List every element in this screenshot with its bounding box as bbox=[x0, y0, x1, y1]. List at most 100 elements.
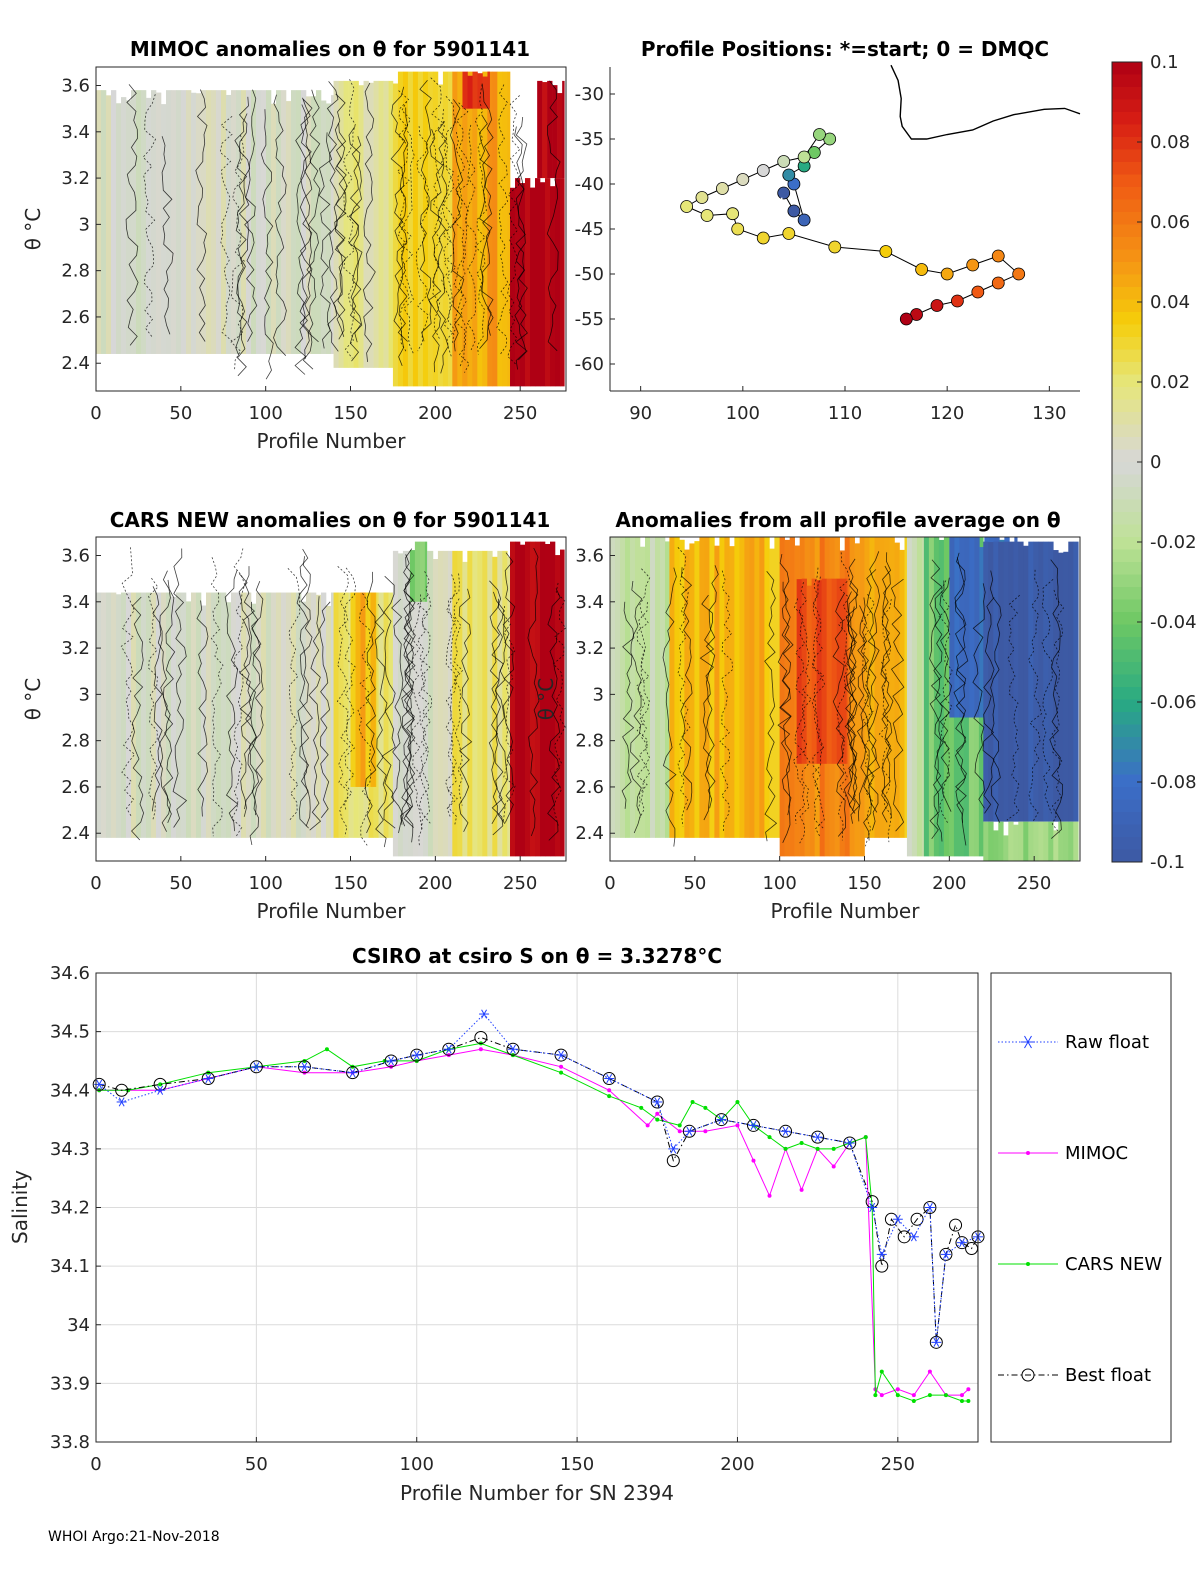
mimoc-cell bbox=[507, 71, 511, 387]
mimoc-cell bbox=[487, 71, 490, 109]
colorbar-segment bbox=[1112, 787, 1142, 800]
raw-float-point-stroke bbox=[413, 1050, 420, 1060]
raw-float-point bbox=[652, 1097, 663, 1107]
cars-contour-line bbox=[196, 600, 209, 817]
mimoc-cell bbox=[281, 90, 287, 354]
cars-cell bbox=[414, 541, 421, 602]
mimoc-cell bbox=[291, 90, 297, 354]
allavg-ytick-label: 3.6 bbox=[575, 546, 604, 567]
mimoc-cell bbox=[191, 92, 197, 354]
colorbar-segment bbox=[1112, 299, 1142, 313]
mimoc-point bbox=[735, 1123, 740, 1128]
cars-cell bbox=[397, 553, 404, 857]
profile-position-marker bbox=[797, 213, 811, 227]
mimoc-cell bbox=[417, 71, 424, 387]
colorbar-segment bbox=[1112, 512, 1142, 525]
mimoc-cell bbox=[316, 90, 322, 354]
allavg-cell bbox=[869, 537, 875, 838]
cars-cell bbox=[166, 592, 172, 838]
allavg-cell bbox=[1048, 541, 1054, 822]
mimoc-point bbox=[478, 1047, 483, 1052]
cars-contour-line bbox=[453, 598, 464, 806]
allavg-cell bbox=[1033, 821, 1039, 861]
allavg-cell bbox=[983, 821, 989, 861]
allavg-cell bbox=[1008, 541, 1014, 822]
mimoc-contour-line bbox=[443, 95, 457, 358]
cars-xlabel: Profile Number bbox=[257, 899, 407, 923]
cars-cell bbox=[427, 550, 434, 857]
mimoc-contour-line bbox=[449, 99, 465, 352]
raw-float-point bbox=[748, 1120, 759, 1131]
allavg-cell bbox=[974, 537, 980, 718]
salinity-ytick-label: 34 bbox=[67, 1315, 90, 1336]
allavg-cell bbox=[1058, 552, 1064, 822]
allavg-cell bbox=[779, 537, 785, 857]
allavg-cell bbox=[774, 537, 780, 838]
colorbar-segment bbox=[1112, 687, 1142, 700]
best-float-point bbox=[115, 1083, 129, 1097]
cars-cell bbox=[161, 592, 167, 838]
colorbar-segment bbox=[1112, 237, 1142, 250]
cars-ytick-label: 3 bbox=[79, 684, 90, 705]
allavg-cell bbox=[911, 537, 918, 857]
cars-cell bbox=[392, 550, 399, 857]
cars-contour-line bbox=[172, 548, 188, 828]
allavg-contour-line bbox=[1049, 559, 1063, 839]
raw-float-point bbox=[876, 1249, 887, 1259]
raw-float-point-stroke bbox=[910, 1232, 917, 1242]
mimoc-cell bbox=[363, 80, 369, 368]
cars-new-point bbox=[863, 1135, 868, 1140]
cars-ytick-label: 3.6 bbox=[61, 546, 90, 567]
allavg-contour-line bbox=[629, 580, 643, 834]
raw-float-point bbox=[668, 1144, 679, 1154]
legend-raw-float-label: Raw float bbox=[1065, 1032, 1149, 1053]
positions-ytick-label: -60 bbox=[575, 354, 604, 375]
allavg-cell bbox=[1043, 541, 1049, 822]
mimoc-cell bbox=[477, 78, 483, 387]
raw-float-point bbox=[956, 1238, 967, 1248]
raw-float-point bbox=[507, 1044, 518, 1054]
cars-new-point bbox=[677, 1123, 682, 1128]
cars-cell bbox=[101, 592, 107, 838]
mimoc-cell bbox=[447, 71, 453, 387]
colorbar-segment bbox=[1112, 837, 1142, 850]
allavg-cell bbox=[904, 537, 908, 838]
colorbar-segment bbox=[1112, 424, 1142, 438]
mimoc-cell bbox=[472, 71, 478, 109]
cars-contours bbox=[120, 547, 567, 848]
cars-cell bbox=[422, 550, 429, 857]
allavg-contour-line bbox=[881, 552, 893, 823]
mimoc-contour-line bbox=[348, 125, 363, 343]
mimoc-cell bbox=[383, 80, 389, 368]
cars-contour-line bbox=[238, 573, 253, 817]
allavg-cell bbox=[1003, 541, 1009, 822]
raw-float-point bbox=[924, 1202, 935, 1213]
mimoc-contour-line bbox=[453, 132, 466, 367]
colorbar-tick-label: 0.06 bbox=[1150, 212, 1190, 233]
mimoc-cell bbox=[353, 80, 359, 368]
cars-cell bbox=[365, 592, 371, 787]
mimoc-cell bbox=[101, 90, 107, 354]
best-float-point bbox=[666, 1154, 680, 1168]
raw-float-point-stroke bbox=[654, 1097, 661, 1107]
colorbar-segment bbox=[1112, 849, 1142, 863]
raw-float-point bbox=[812, 1132, 823, 1142]
salinity-ytick-label: 33.8 bbox=[50, 1432, 90, 1453]
allavg-contour-line bbox=[953, 557, 967, 846]
mimoc-xtick-label: 200 bbox=[418, 403, 452, 424]
colorbar-segment bbox=[1112, 524, 1142, 538]
allavg-contour-line bbox=[859, 597, 872, 841]
best-float-point bbox=[201, 1072, 215, 1086]
profile-position-marker bbox=[756, 164, 770, 177]
positions-xtick-label: 130 bbox=[1032, 403, 1066, 424]
mimoc-cell bbox=[373, 80, 379, 368]
mimoc-cell bbox=[427, 71, 434, 387]
allavg-contour-line bbox=[845, 580, 860, 824]
raw-float-point-stroke bbox=[301, 1062, 308, 1072]
cars-ylabel: θ °C bbox=[21, 678, 45, 721]
allavg-cell bbox=[964, 537, 970, 718]
allavg-cell bbox=[724, 537, 730, 838]
best-float-point bbox=[442, 1042, 456, 1056]
allavg-cell bbox=[954, 537, 960, 718]
allavg-cell bbox=[993, 830, 999, 861]
